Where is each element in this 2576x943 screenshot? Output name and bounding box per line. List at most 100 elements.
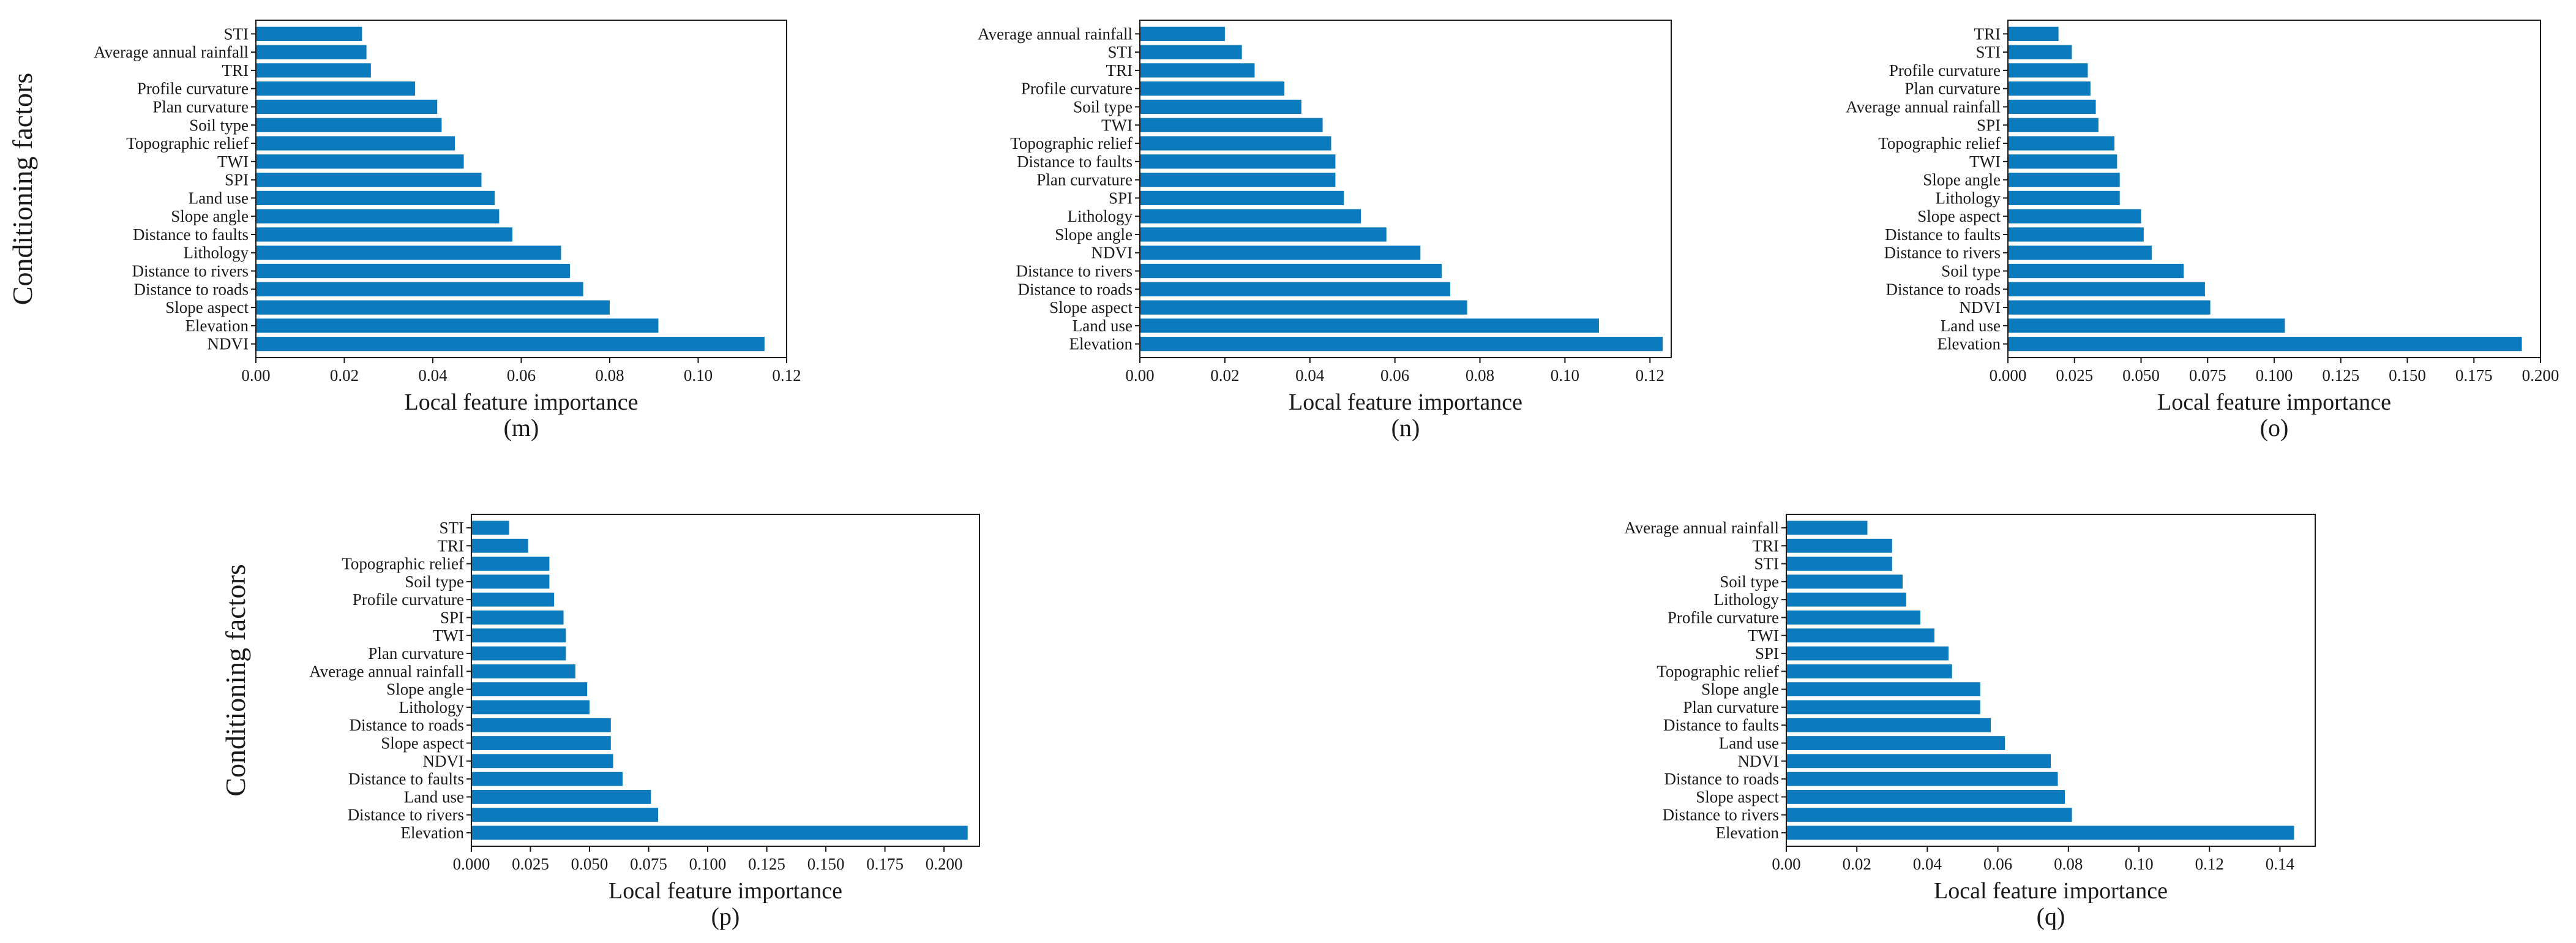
x-tick-label: 0.02 — [1210, 366, 1239, 385]
y-tick-label: NDVI — [1091, 244, 1133, 262]
y-tick-label: Slope aspect — [381, 734, 464, 753]
bar-ndvi — [1140, 246, 1421, 260]
bar-soil-type — [1140, 99, 1301, 115]
bar-topographic-relief — [2008, 136, 2114, 151]
y-tick-label: Topographic relief — [342, 555, 464, 573]
y-tick-label: Plan curvature — [1904, 80, 2001, 98]
x-tick-label: 0.075 — [630, 855, 667, 873]
x-tick-label: 0.08 — [1466, 366, 1494, 385]
y-tick-label: Slope angle — [1701, 680, 1779, 699]
x-axis-title: Local feature importance — [1289, 389, 1522, 415]
bar-soil-type — [471, 574, 550, 589]
plot-frame — [1786, 514, 2316, 847]
y-tick-label: Distance to rivers — [1884, 244, 2001, 262]
y-tick-label: STI — [1976, 43, 2001, 61]
y-tick-label: TWI — [1748, 626, 1779, 645]
bar-distance-to-roads — [471, 718, 611, 732]
y-tick-label: Slope angle — [1055, 225, 1133, 244]
y-tick-label: Distance to faults — [348, 770, 464, 788]
y-tick-label: Profile curvature — [1668, 608, 1779, 626]
y-tick-label: Plan curvature — [1683, 698, 1779, 716]
x-tick-label: 0.125 — [2322, 366, 2359, 385]
bar-plan-curvature — [471, 646, 566, 661]
y-tick-label: Lithology — [399, 698, 465, 716]
x-tick-label: 0.04 — [1295, 366, 1325, 385]
x-tick-label: 0.050 — [571, 855, 608, 873]
y-tick-label: Distance to roads — [1664, 770, 1779, 788]
y-tick-label: Distance to roads — [350, 716, 464, 734]
bar-elevation — [1140, 337, 1663, 351]
y-tick-label: Soil type — [1941, 262, 2001, 280]
y-tick-label: Land use — [1719, 734, 1779, 753]
x-tick-label: 0.000 — [453, 855, 490, 873]
y-tick-label: SPI — [225, 171, 249, 189]
y-tick-label: Soil type — [405, 573, 464, 591]
y-tick-label: Slope angle — [386, 680, 464, 699]
y-tick-label: Average annual rainfall — [1846, 97, 2001, 116]
x-axis-title: Local feature importance — [1934, 878, 2168, 904]
y-tick-label: Distance to roads — [134, 280, 249, 298]
y-tick-label: NDVI — [208, 335, 249, 353]
x-tick-label: 0.00 — [241, 366, 270, 385]
y-tick-label: Distance to faults — [1017, 152, 1133, 171]
y-tick-label: SPI — [1109, 189, 1133, 207]
bar-distance-to-rivers — [256, 263, 570, 279]
y-tick-label: Distance to roads — [1018, 280, 1133, 298]
x-tick-label: 0.200 — [2522, 366, 2559, 385]
bar-slope-angle — [1140, 227, 1387, 242]
bar-distance-to-rivers — [1786, 808, 2072, 822]
y-tick-label: TWI — [1969, 152, 2001, 171]
y-tick-label: Topographic relief — [1657, 662, 1779, 680]
bar-plan-curvature — [1786, 700, 1980, 715]
bar-tri — [471, 538, 528, 553]
bar-land-use — [1140, 318, 1599, 333]
x-tick-label: 0.04 — [1913, 855, 1942, 873]
x-tick-label: 0.08 — [595, 366, 624, 385]
y-tick-label: Elevation — [1069, 335, 1133, 353]
y-tick-label: Slope aspect — [1049, 298, 1133, 317]
bar-sti — [256, 26, 362, 41]
bar-ndvi — [471, 754, 613, 768]
x-tick-label: 0.00 — [1125, 366, 1154, 385]
x-tick-label: 0.200 — [926, 855, 963, 873]
y-tick-label: TWI — [433, 626, 464, 645]
x-tick-label: 0.10 — [684, 366, 713, 385]
bar-slope-aspect — [256, 300, 610, 315]
x-tick-label: 0.100 — [2256, 366, 2293, 385]
bar-twi — [471, 628, 566, 643]
bar-land-use — [471, 790, 651, 804]
bar-soil-type — [2008, 263, 2184, 279]
y-tick-label: STI — [440, 519, 465, 537]
bar-lithology — [1786, 592, 1906, 607]
y-tick-label: Elevation — [185, 317, 249, 335]
bar-slope-aspect — [471, 736, 611, 750]
bar-sti — [1786, 557, 1892, 571]
y-tick-label: NDVI — [423, 752, 465, 770]
y-tick-label: Soil type — [189, 116, 249, 134]
y-tick-label: Average annual rainfall — [309, 662, 464, 680]
x-tick-label: 0.025 — [512, 855, 549, 873]
bar-slope-angle — [1786, 682, 1980, 697]
y-tick-label: Soil type — [1720, 573, 1779, 591]
bar-spi — [2008, 118, 2099, 132]
bar-spi — [1140, 190, 1344, 206]
bar-slope-aspect — [2008, 209, 2141, 224]
y-tick-label: Slope angle — [1923, 171, 2001, 189]
y-tick-label: Plan curvature — [1036, 171, 1133, 189]
y-axis-title: Conditioning factors — [220, 564, 251, 796]
x-tick-label: 0.00 — [1772, 855, 1800, 873]
bar-spi — [256, 172, 482, 187]
bar-plan-curvature — [2008, 81, 2091, 96]
bar-twi — [256, 154, 464, 169]
x-tick-label: 0.06 — [1380, 366, 1409, 385]
bar-profile-curvature — [1140, 81, 1285, 96]
y-tick-label: TRI — [222, 61, 249, 80]
y-tick-label: Plan curvature — [368, 644, 464, 663]
bar-distance-to-rivers — [1140, 263, 1442, 279]
y-tick-label: TRI — [1106, 61, 1133, 80]
y-tick-label: Average annual rainfall — [1624, 519, 1779, 537]
